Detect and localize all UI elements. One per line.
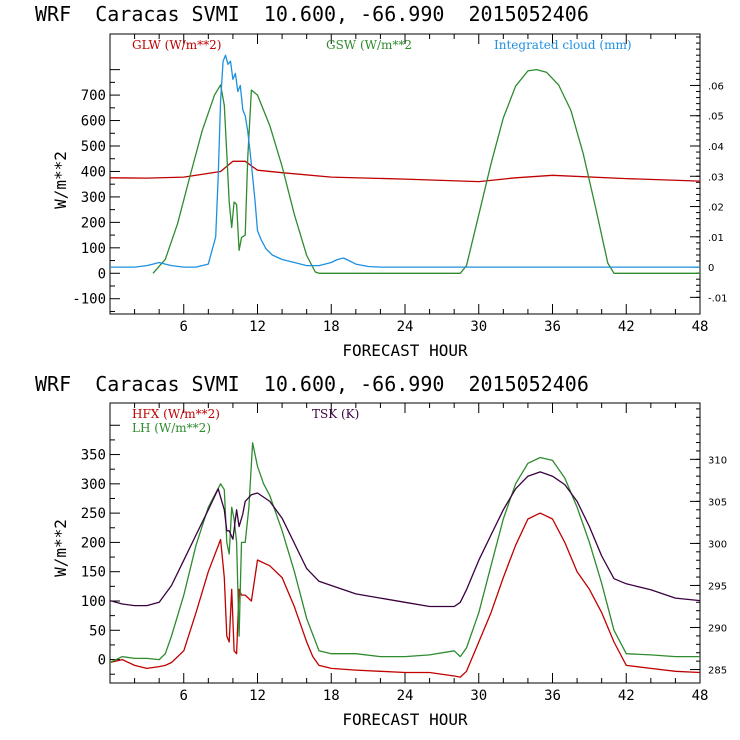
chart-top-y-tick-label: 200 <box>81 215 106 231</box>
chart-top-y2-tick-label: .03 <box>708 172 724 183</box>
chart-top-y-tick-label: 500 <box>81 139 106 155</box>
chart-bottom-y-tick-label: 0 <box>98 653 106 669</box>
chart-top-y2-ticks: -.01 0 .01 .02 .03 .04 .05 .06 <box>690 36 728 304</box>
chart-top-x-tick-label: 12 <box>249 319 266 335</box>
chart-top-plot-frame <box>109 33 701 315</box>
chart-bottom-y2-tick-label: 305 <box>708 497 727 508</box>
chart-top-series-line-0 <box>109 160 701 183</box>
chart-top-y-tick-label: -100 <box>72 292 106 308</box>
chart-top-x-tick-label: 36 <box>544 319 561 335</box>
chart-bottom: WRF Caracas SVMI 10.600, -66.990 2015052… <box>35 372 727 729</box>
chart-top-x-label: FORECAST HOUR <box>342 341 468 360</box>
chart-top-y2-tick-label: .04 <box>708 142 724 153</box>
chart-top-x-ticks: 6 12 18 24 30 36 42 48 <box>134 34 709 335</box>
chart-top-title: WRF Caracas SVMI 10.600, -66.990 2015052… <box>35 2 589 26</box>
chart-bottom-x-tick-label: 24 <box>397 688 414 704</box>
chart-bottom-x-tick-label: 30 <box>470 688 487 704</box>
chart-bottom-x-tick-label: 42 <box>618 688 635 704</box>
chart-top-series <box>109 54 701 274</box>
chart-top-legend-gsw: GSW (W/m**2 <box>326 38 412 52</box>
chart-top-x-tick-label: 30 <box>470 319 487 335</box>
chart-bottom-y-ticks: 0 50 100 150 200 250 300 350 <box>81 424 120 675</box>
chart-bottom-x-tick-label: 12 <box>249 688 266 704</box>
chart-top-y-tick-label: 100 <box>81 241 106 257</box>
chart-top-y-tick-label: 700 <box>81 88 106 104</box>
chart-bottom-y2-tick-label: 295 <box>708 581 727 592</box>
chart-bottom-y-tick-label: 200 <box>81 535 106 551</box>
chart-bottom-x-ticks: 6 12 18 24 30 36 42 48 <box>134 403 709 704</box>
chart-bottom-y-tick-label: 250 <box>81 506 106 522</box>
chart-bottom-y-tick-label: 150 <box>81 565 106 581</box>
chart-top-y-label: W/m**2 <box>51 151 70 209</box>
chart-top-x-tick-label: 6 <box>180 319 188 335</box>
chart-top-x-tick-label: 42 <box>618 319 635 335</box>
chart-top-series-line-2 <box>110 54 700 268</box>
chart-top-y2-tick-label: 0 <box>708 263 714 274</box>
chart-top-y-tick-label: 0 <box>98 266 106 282</box>
chart-top-series-line-1 <box>152 68 700 274</box>
chart-bottom-x-label: FORECAST HOUR <box>342 710 468 729</box>
chart-bottom-x-tick-label: 36 <box>544 688 561 704</box>
chart-top-y-tick-label: 300 <box>81 190 106 206</box>
chart-top-y2-tick-label: .01 <box>708 233 724 244</box>
chart-top-y-tick-label: 400 <box>81 164 106 180</box>
chart-bottom-y2-ticks: 285 290 295 300 305 310 <box>690 408 727 677</box>
chart-bottom-legend-lh: LH (W/m**2) <box>132 421 211 435</box>
chart-bottom-y2-tick-label: 290 <box>708 624 727 635</box>
chart-bottom-y2-tick-label: 285 <box>708 666 727 677</box>
chart-bottom-y2-tick-label: 300 <box>708 539 727 550</box>
chart-top-x-tick-label: 48 <box>692 319 709 335</box>
chart-top-x-tick-label: 18 <box>323 319 340 335</box>
chart-bottom-y2-tick-label: 310 <box>708 455 727 466</box>
chart-bottom-series-line-2 <box>109 471 701 608</box>
chart-top-y2-tick-label: .02 <box>708 203 724 214</box>
chart-bottom-legend-hfx: HFX (W/m**2) <box>132 407 220 421</box>
chart-top-y2-tick-label: .06 <box>708 81 724 92</box>
chart-bottom-plot-frame <box>109 402 701 684</box>
chart-top-y2-tick-label: -.01 <box>708 293 728 304</box>
chart-bottom-y-label: W/m**2 <box>51 519 70 577</box>
chart-bottom-x-tick-label: 48 <box>692 688 709 704</box>
chart-top-legend-glw: GLW (W/m**2) <box>132 38 221 52</box>
chart-bottom-y-tick-label: 50 <box>89 623 106 639</box>
chart-bottom-legend-tsk: TSK (K) <box>312 407 359 421</box>
chart-bottom-title: WRF Caracas SVMI 10.600, -66.990 2015052… <box>35 372 589 396</box>
chart-top: WRF Caracas SVMI 10.600, -66.990 2015052… <box>35 2 728 360</box>
chart-top-y2-tick-label: .05 <box>708 112 724 123</box>
chart-bottom-series-line-0 <box>109 512 701 678</box>
chart-bottom-series <box>109 442 701 678</box>
chart-bottom-series-line-1 <box>109 442 700 664</box>
chart-top-y-ticks: -100 0 100 200 300 400 500 600 700 <box>72 69 120 312</box>
chart-top-y-tick-label: 600 <box>81 114 106 130</box>
chart-bottom-x-tick-label: 6 <box>180 688 188 704</box>
chart-top-x-tick-label: 24 <box>397 319 414 335</box>
chart-bottom-x-tick-label: 18 <box>323 688 340 704</box>
chart-top-legend-cloud: Integrated cloud (mm) <box>494 38 632 52</box>
chart-bottom-y-tick-label: 300 <box>81 477 106 493</box>
chart-bottom-y-tick-label: 100 <box>81 594 106 610</box>
chart-bottom-y-tick-label: 350 <box>81 448 106 464</box>
